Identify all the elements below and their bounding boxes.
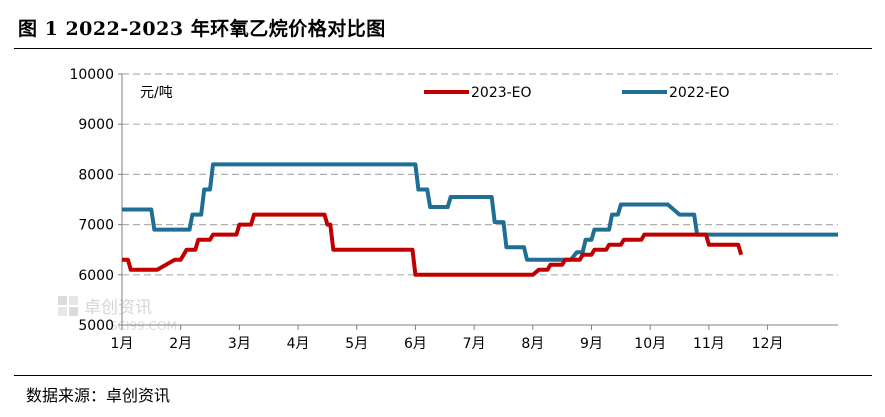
x-axis: 1月 2月 3月 4月 5月 6月 7月 8月 9月 10月 11月 12月: [111, 324, 838, 352]
x-tick-label: 6月: [404, 336, 427, 352]
x-tick-label: 9月: [580, 336, 603, 352]
data-source: 数据来源：卓创资讯: [26, 386, 171, 405]
watermark: 卓创资讯 SCI99.COM: [58, 296, 177, 333]
watermark-logo-icon: [69, 296, 78, 305]
unit-label: 元/吨: [140, 85, 173, 101]
x-tick-label: 10月: [634, 336, 666, 352]
watermark-logo-icon: [69, 307, 78, 316]
watermark-domain: SCI99.COM: [110, 319, 177, 333]
watermark-brand: 卓创资讯: [84, 298, 152, 318]
y-axis: 5000 6000 7000 8000 9000 10000: [69, 67, 123, 334]
x-tick-label: 7月: [463, 336, 486, 352]
watermark-logo-icon: [58, 307, 67, 316]
x-tick-label: 3月: [228, 336, 251, 352]
series-line-2023-eo: [122, 212, 744, 277]
legend-label: 2022-EO: [669, 85, 730, 101]
legend-label: 2023-EO: [471, 85, 532, 101]
x-tick-label: 4月: [287, 336, 310, 352]
page-title: 图 1 2022-2023 年环氧乙烷价格对比图: [18, 18, 386, 40]
y-tick-label: 5000: [78, 318, 114, 334]
x-tick-label: 11月: [693, 336, 725, 352]
y-tick-label: 8000: [78, 167, 114, 183]
x-tick-label: 8月: [521, 336, 544, 352]
x-tick-label: 1月: [111, 336, 134, 352]
title-divider: [14, 48, 872, 49]
x-tick-label: 12月: [752, 336, 784, 352]
watermark-logo-icon: [58, 296, 67, 305]
legend: 2023-EO 2022-EO: [424, 85, 730, 101]
y-tick-label: 6000: [78, 268, 114, 284]
series-group: [122, 162, 838, 277]
series-line-2022-eo: [122, 162, 838, 262]
y-tick-label: 10000: [69, 67, 114, 83]
x-tick-label: 2月: [169, 336, 192, 352]
y-tick-label: 7000: [78, 218, 114, 234]
x-tick-label: 5月: [345, 336, 368, 352]
y-tick-label: 9000: [78, 117, 114, 133]
footer-divider: [14, 375, 872, 376]
